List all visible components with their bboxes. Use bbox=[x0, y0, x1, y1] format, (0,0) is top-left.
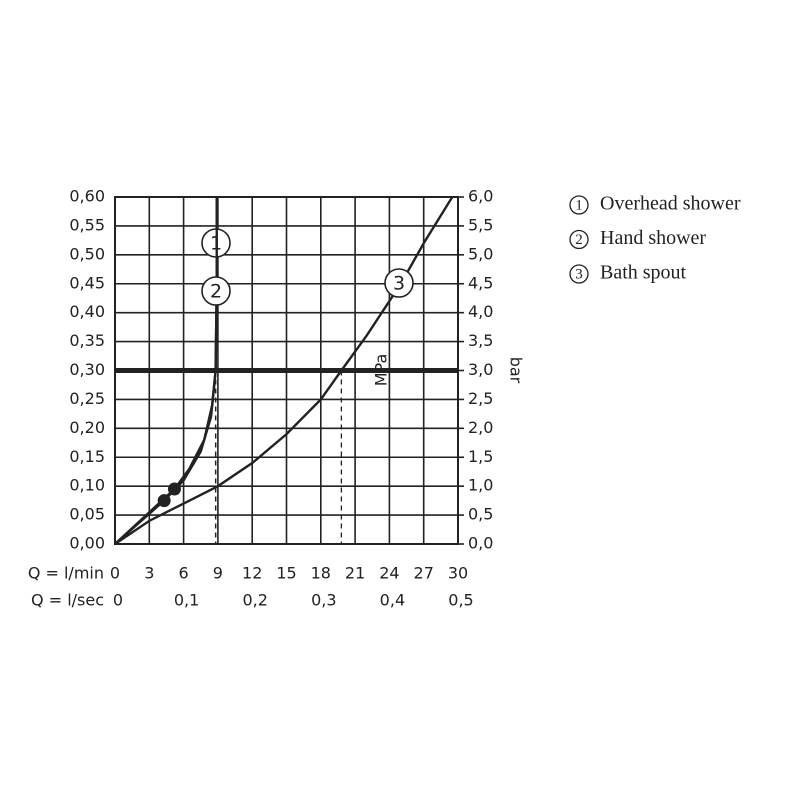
y2-tick-label: 0,0 bbox=[468, 534, 493, 553]
x2-tick-label: 0,3 bbox=[311, 591, 336, 610]
legend-label: Overhead shower bbox=[600, 193, 741, 215]
y-tick-label: 0,10 bbox=[69, 476, 105, 495]
y2-tick-label: 0,5 bbox=[468, 505, 493, 524]
legend-badge bbox=[569, 264, 589, 284]
y-tick-label: 0,50 bbox=[69, 244, 105, 263]
y-tick-label: 0,05 bbox=[69, 505, 105, 524]
x2-tick-label: 0,2 bbox=[242, 591, 267, 610]
x-axis-label: Q = l/min bbox=[28, 564, 104, 583]
y-tick-label: 0,55 bbox=[69, 215, 105, 234]
y2-tick-label: 4,5 bbox=[468, 273, 493, 292]
marker bbox=[157, 494, 171, 508]
legend-badge bbox=[569, 229, 589, 250]
y2-tick-label: 2,0 bbox=[468, 418, 493, 437]
x-tick-label: 3 bbox=[144, 564, 154, 583]
x-tick-label: 15 bbox=[276, 564, 296, 583]
y-tick-label: 0,60 bbox=[69, 187, 105, 206]
x-tick-label: 21 bbox=[345, 564, 365, 583]
x-tick-label: 24 bbox=[379, 564, 399, 583]
y2-tick-label: 4,0 bbox=[468, 302, 493, 321]
y-tick-label: 0,45 bbox=[69, 273, 105, 292]
y2-tick-label: 3,5 bbox=[468, 331, 493, 350]
y2-tick-label: 5,5 bbox=[468, 215, 493, 234]
x-tick-label: 0 bbox=[110, 564, 120, 583]
y-tick-label: 0,25 bbox=[69, 389, 105, 408]
x-tick-label: 27 bbox=[414, 564, 434, 583]
x-tick-label: 9 bbox=[213, 564, 223, 583]
legend-label: Bath spout bbox=[600, 262, 687, 284]
legend-badge-label: 2 bbox=[575, 232, 583, 248]
y2-tick-label: 3,0 bbox=[468, 360, 493, 379]
legend-badge-label: 3 bbox=[575, 266, 583, 282]
curve-badge bbox=[201, 276, 231, 306]
curve-badge-label: 3 bbox=[393, 273, 405, 295]
x2-tick-label: 0,4 bbox=[380, 591, 405, 610]
x-tick-label: 30 bbox=[448, 564, 468, 583]
x2-tick-label: 0,5 bbox=[448, 591, 473, 610]
y2-tick-label: 2,5 bbox=[468, 389, 493, 408]
x-tick-label: 6 bbox=[179, 564, 189, 583]
y2-tick-label: 1,0 bbox=[468, 476, 493, 495]
x2-axis-label: Q = l/sec bbox=[31, 591, 104, 610]
y-tick-label: 0,30 bbox=[69, 360, 105, 379]
x-tick-label: 18 bbox=[311, 564, 331, 583]
x2-tick-label: 0 bbox=[113, 591, 123, 610]
y-tick-label: 0,20 bbox=[69, 418, 105, 437]
y2-tick-label: 5,0 bbox=[468, 244, 493, 263]
y2-tick-label: 1,5 bbox=[468, 447, 493, 466]
curve-badge bbox=[384, 268, 414, 298]
y-tick-label: 0,15 bbox=[69, 447, 105, 466]
y-tick-label: 0,35 bbox=[69, 331, 105, 350]
y-tick-label: 0,40 bbox=[69, 302, 105, 321]
legend-badge-label: 1 bbox=[575, 197, 583, 213]
legend-badge bbox=[569, 195, 589, 215]
y2-axis-label: bar bbox=[507, 357, 526, 384]
x2-tick-label: 0,1 bbox=[174, 591, 199, 610]
y-tick-label: 0,00 bbox=[69, 534, 105, 553]
x-tick-label: 12 bbox=[242, 564, 262, 583]
y2-tick-label: 6,0 bbox=[468, 187, 493, 206]
legend-label: Hand shower bbox=[600, 227, 706, 249]
curve-badge-label: 2 bbox=[210, 281, 222, 303]
